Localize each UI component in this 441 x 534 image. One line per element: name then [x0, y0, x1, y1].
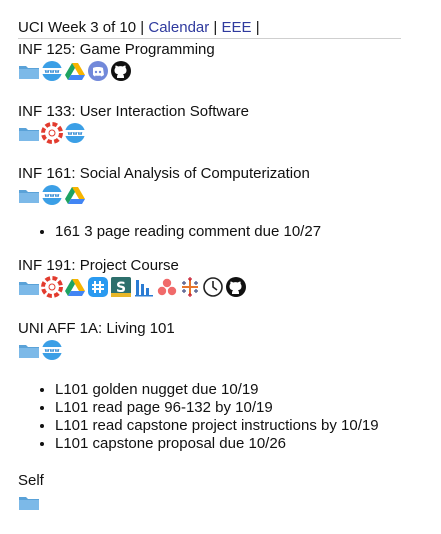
folder-icon[interactable] — [18, 339, 40, 361]
course-inf191: INF 191: Project Course S — [18, 256, 423, 298]
svg-text:S: S — [116, 280, 126, 296]
eee-link[interactable]: EEE — [221, 19, 252, 36]
course-links: www — [18, 339, 423, 361]
lifesaver-icon[interactable] — [41, 122, 63, 144]
course-title: INF 191: Project Course — [18, 257, 179, 274]
list-item: L101 read capstone project instructions … — [55, 417, 423, 435]
course-title: INF 133: User Interaction Software — [18, 103, 249, 120]
course-links: www — [18, 184, 423, 206]
course-inf133: INF 133: User Interaction Software www — [18, 102, 423, 144]
list-item: 161 3 page reading comment due 10/27 — [55, 223, 423, 241]
folder-icon[interactable] — [18, 276, 40, 298]
google-drive-icon[interactable] — [64, 184, 86, 206]
separator: | — [255, 19, 260, 36]
hash-chat-icon[interactable] — [87, 276, 109, 298]
course-uniaff1a: UNI AFF 1A: Living 101 www L101 golden n… — [18, 319, 423, 453]
web-icon[interactable]: www — [41, 60, 63, 82]
course-links: www — [18, 122, 423, 144]
course-inf161: INF 161: Social Analysis of Computerizat… — [18, 164, 423, 241]
course-title: INF 161: Social Analysis of Computerizat… — [18, 165, 310, 182]
folder-icon[interactable] — [18, 491, 40, 513]
course-title: Self — [18, 472, 44, 489]
svg-text:www: www — [45, 69, 60, 75]
course-links — [18, 491, 423, 513]
folder-icon[interactable] — [18, 184, 40, 206]
task-list: 161 3 page reading comment due 10/27 — [18, 223, 423, 241]
web-icon[interactable]: www — [41, 339, 63, 361]
separator: | — [213, 19, 218, 36]
folder-icon[interactable] — [18, 60, 40, 82]
list-item: L101 golden nugget due 10/19 — [55, 381, 423, 399]
svg-text:www: www — [45, 348, 60, 354]
discord-icon[interactable] — [87, 60, 109, 82]
folder-icon[interactable] — [18, 122, 40, 144]
clock-icon[interactable] — [202, 276, 224, 298]
separator: | — [140, 19, 145, 36]
chart-bars-icon[interactable] — [133, 276, 155, 298]
tableau-icon[interactable] — [179, 276, 201, 298]
course-title: INF 125: Game Programming — [18, 41, 215, 58]
course-links: S — [18, 276, 423, 298]
google-drive-icon[interactable] — [64, 276, 86, 298]
course-title: UNI AFF 1A: Living 101 — [18, 320, 175, 337]
github-icon[interactable] — [225, 276, 247, 298]
lifesaver-icon[interactable] — [41, 276, 63, 298]
svg-text:www: www — [45, 193, 60, 199]
web-icon[interactable]: www — [41, 184, 63, 206]
list-item: L101 read page 96-132 by 10/19 — [55, 399, 423, 417]
slack-icon[interactable]: S — [110, 276, 132, 298]
calendar-link[interactable]: Calendar — [148, 19, 210, 36]
github-icon[interactable] — [110, 60, 132, 82]
header-bar: UCI Week 3 of 10 | Calendar | EEE | — [18, 0, 423, 37]
course-inf125: INF 125: Game Programming www — [18, 40, 423, 82]
course-links: www — [18, 60, 423, 82]
svg-text:www: www — [68, 131, 83, 137]
course-self: Self — [18, 471, 423, 513]
web-icon[interactable]: www — [64, 122, 86, 144]
asana-icon[interactable] — [156, 276, 178, 298]
task-list: L101 golden nugget due 10/19 L101 read p… — [18, 381, 423, 453]
google-drive-icon[interactable] — [64, 60, 86, 82]
week-label: UCI Week 3 of 10 — [18, 19, 137, 36]
list-item: L101 capstone proposal due 10/26 — [55, 435, 423, 453]
header-divider — [18, 38, 401, 39]
